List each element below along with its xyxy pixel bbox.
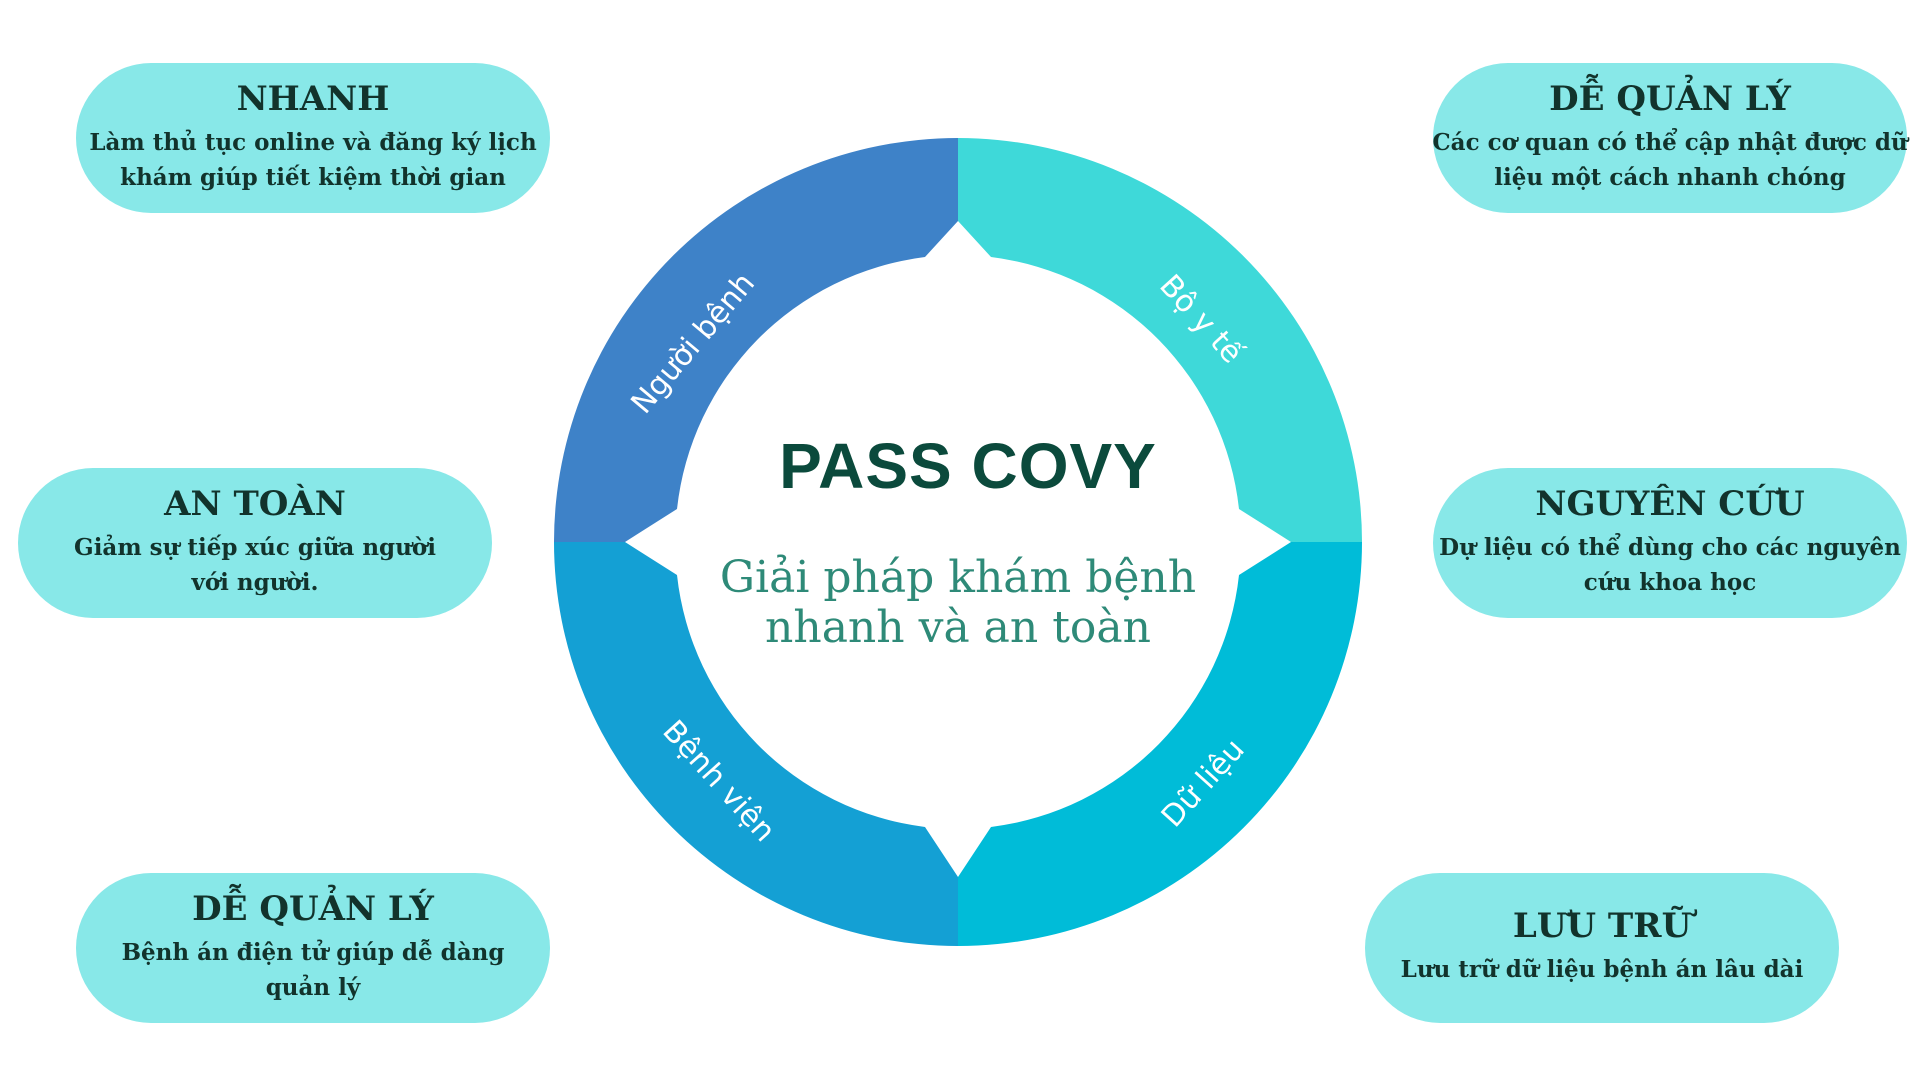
- segment-du-lieu: [958, 542, 1362, 946]
- card-title: DỄ QUẢN LÝ: [192, 888, 434, 929]
- card-description-line: Làm thủ tục online và đăng ký lịch: [89, 129, 537, 157]
- card-nhanh: NHANH Làm thủ tục online và đăng ký lịch…: [76, 63, 550, 213]
- center-subtitle-line-2: nhanh và an toàn: [765, 602, 1151, 653]
- card-description: Dự liệu có thể dùng cho các nguyên cứu k…: [1439, 531, 1901, 600]
- card-de-quan-ly-right: DỄ QUẢN LÝ Các cơ quan có thể cập nhật đ…: [1432, 63, 1908, 213]
- segment-benh-vien: [554, 542, 958, 946]
- card-title: LƯU TRỮ: [1512, 906, 1692, 947]
- card-description-line: Dự liệu có thể dùng cho các nguyên: [1439, 534, 1901, 562]
- card-description-line: Các cơ quan có thể cập nhật được dữ: [1432, 129, 1908, 157]
- card-nguyen-cuu: NGUYÊN CỨU Dự liệu có thể dùng cho các n…: [1433, 468, 1907, 618]
- center-title: PASS COVY: [779, 430, 1157, 502]
- card-description-line: quản lý: [265, 973, 361, 1001]
- card-description-line: Lưu trữ dữ liệu bệnh án lâu dài: [1400, 956, 1804, 984]
- card-description-line: cứu khoa học: [1583, 568, 1757, 596]
- card-description-line: với người.: [191, 568, 319, 596]
- segment-nguoi-benh: [554, 138, 958, 542]
- card-description: Lưu trữ dữ liệu bệnh án lâu dài: [1401, 953, 1804, 988]
- card-de-quan-ly-left: DỄ QUẢN LÝ Bệnh án điện tử giúp dễ dàng …: [76, 873, 550, 1023]
- card-description: Giảm sự tiếp xúc giữa người với người.: [74, 531, 436, 600]
- card-title: DỄ QUẢN LÝ: [1549, 78, 1791, 119]
- card-title: NGUYÊN CỨU: [1535, 483, 1805, 524]
- card-title: AN TOÀN: [164, 483, 346, 524]
- card-description-line: Giảm sự tiếp xúc giữa người: [74, 534, 436, 562]
- card-description: Bệnh án điện tử giúp dễ dàng quản lý: [122, 936, 505, 1005]
- segment-bo-y-te: [958, 138, 1362, 542]
- card-description: Làm thủ tục online và đăng ký lịch khám …: [89, 126, 536, 195]
- card-description-line: liệu một cách nhanh chóng: [1494, 163, 1846, 191]
- card-title: NHANH: [236, 78, 390, 119]
- card-description-line: khám giúp tiết kiệm thời gian: [120, 163, 506, 191]
- card-description-line: Bệnh án điện tử giúp dễ dàng: [121, 939, 505, 967]
- card-description: Các cơ quan có thể cập nhật được dữ liệu…: [1432, 126, 1907, 195]
- card-an-toan: AN TOÀN Giảm sự tiếp xúc giữa người với …: [18, 468, 492, 618]
- card-luu-tru: LƯU TRỮ Lưu trữ dữ liệu bệnh án lâu dài: [1365, 873, 1839, 1023]
- center-subtitle-line-1: Giải pháp khám bệnh: [720, 552, 1196, 603]
